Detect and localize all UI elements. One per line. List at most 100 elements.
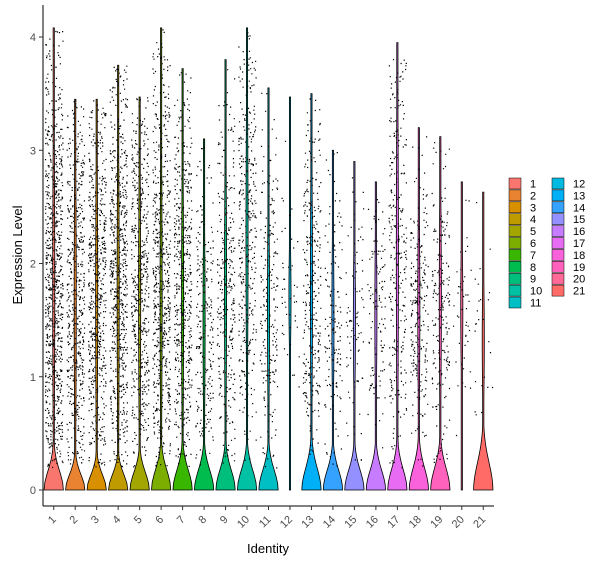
legend-item-16: 16 (551, 225, 585, 238)
legend-label: 7 (530, 250, 536, 262)
violin-body (215, 59, 236, 491)
legend-label: 13 (573, 190, 585, 202)
violin-body (151, 27, 172, 491)
legend-item-19: 19 (551, 261, 585, 274)
violin-21 (473, 191, 494, 491)
legend-label: 21 (573, 286, 585, 298)
legend-item-11: 11 (508, 296, 541, 310)
violin-8 (193, 138, 215, 491)
legend-swatch (551, 201, 565, 214)
y-tick-label: 1 (30, 372, 36, 384)
violin-body (193, 138, 215, 491)
x-tick-label: 8 (196, 514, 209, 527)
legend-swatch (551, 189, 565, 202)
legend-swatch (551, 284, 565, 297)
legend-swatch (551, 213, 565, 225)
y-tick-label: 3 (30, 145, 36, 157)
x-tick-label: 1 (46, 514, 59, 527)
violin-4 (108, 64, 129, 491)
legend-item-9: 9 (508, 272, 536, 286)
violin-6 (151, 27, 172, 491)
x-tick-label: 3 (89, 514, 102, 527)
violin-body (65, 98, 86, 491)
x-tick-label: 10 (235, 514, 252, 531)
violin-body (387, 42, 408, 491)
legend-label: 19 (573, 262, 585, 274)
violin-body (258, 87, 279, 491)
legend-swatch (508, 272, 522, 285)
violin-body (172, 68, 193, 491)
legend-swatch (508, 177, 522, 190)
legend-item-4: 4 (508, 213, 536, 226)
legend-label: 20 (573, 274, 585, 286)
violin-body (460, 181, 464, 491)
legend-label: 12 (573, 179, 585, 191)
legend-label: 2 (530, 190, 536, 202)
violin-3 (86, 98, 107, 491)
legend-label: 5 (530, 226, 536, 238)
legend-swatch (551, 237, 565, 249)
x-tick-label: 14 (321, 514, 338, 531)
legend-label: 1 (530, 179, 536, 191)
violin-17 (387, 42, 408, 491)
x-tick-label: 12 (278, 514, 295, 531)
x-ticks: 1 2 3 4 5 6 7 8 9 10 11 12 13 14 15 16 17 18 19 20 21 (46, 506, 488, 531)
legend-swatch (508, 261, 522, 273)
jitter-points (152, 29, 171, 467)
x-tick-label: 15 (342, 514, 359, 531)
x-tick-label: 16 (364, 514, 381, 531)
x-tick-label: 19 (428, 514, 445, 531)
legend-swatch (551, 249, 565, 261)
y-tick-label: 4 (30, 32, 36, 44)
legend-item-20: 20 (551, 272, 585, 286)
x-tick-label: 6 (153, 514, 166, 527)
legend-label: 8 (530, 262, 536, 274)
violin-body (301, 93, 322, 491)
violin-body (288, 96, 292, 491)
x-tick-label: 17 (385, 514, 402, 531)
legend-swatch (508, 189, 522, 202)
violin-body (365, 181, 386, 491)
violin-10 (236, 27, 258, 491)
x-tick-label: 4 (110, 514, 123, 527)
violin-2 (65, 98, 86, 491)
jitter-points (130, 97, 150, 468)
jitter-points (367, 199, 386, 449)
legend-item-17: 17 (551, 237, 585, 250)
legend-swatch (508, 284, 522, 297)
violin-20 (453, 181, 472, 491)
jitter-points (302, 98, 322, 455)
legend-item-2: 2 (508, 189, 536, 202)
x-tick-label: 21 (471, 514, 488, 531)
legend-item-18: 18 (551, 249, 585, 262)
violin-18 (408, 127, 429, 491)
legend-label: 14 (573, 202, 585, 214)
violin-16 (365, 181, 386, 491)
x-tick-label: 13 (299, 514, 316, 531)
y-axis-title: Expression Level (10, 205, 25, 304)
violin-13 (301, 93, 322, 491)
legend-item-1: 1 (508, 177, 536, 191)
legend-item-15: 15 (551, 213, 585, 226)
x-tick-label: 2 (68, 514, 81, 527)
x-tick-label: 20 (450, 514, 467, 531)
violin-body (473, 191, 494, 491)
legend-swatch (508, 213, 522, 225)
jitter-points (87, 100, 107, 468)
legend-item-5: 5 (508, 225, 536, 238)
violin-14 (322, 149, 344, 491)
violin-body (129, 96, 150, 491)
legend-label: 3 (530, 202, 536, 214)
violin-body (108, 64, 129, 491)
y-ticks: 0 1 2 3 4 (30, 32, 43, 497)
jitter-points (388, 59, 408, 469)
legend-swatch (508, 296, 522, 309)
x-tick-label: 18 (407, 514, 424, 531)
legend-swatch (508, 237, 522, 249)
legend-label: 11 (530, 298, 541, 310)
violin-9 (215, 59, 236, 491)
jitter-points (109, 65, 129, 468)
legend-swatch (551, 225, 565, 237)
